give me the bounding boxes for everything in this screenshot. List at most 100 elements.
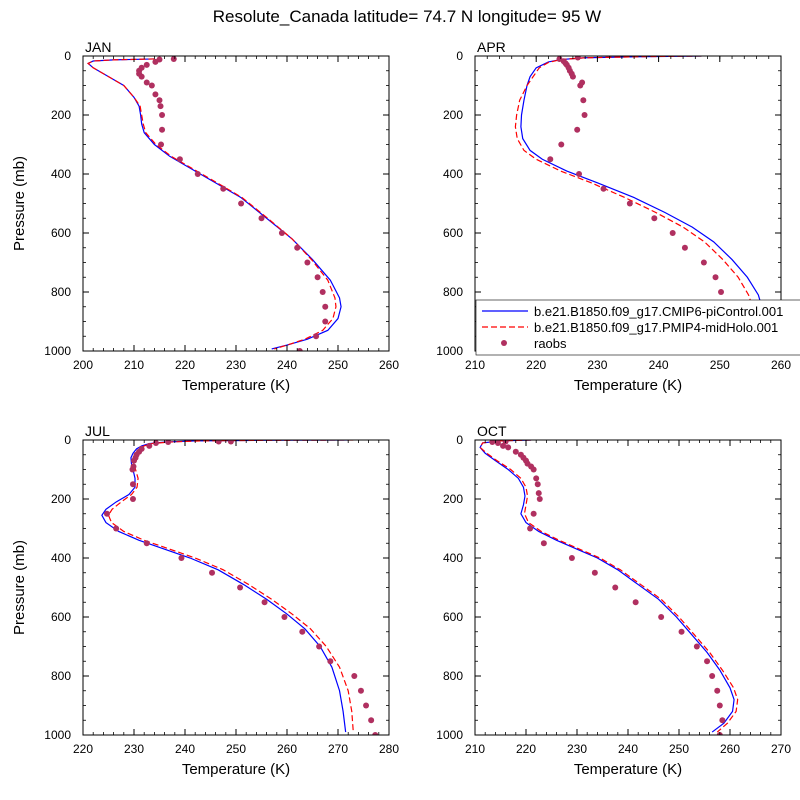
y-tick-label: 400 [51, 167, 71, 181]
raobs-point [327, 658, 334, 665]
raobs-point [709, 673, 716, 679]
y-tick-label: 600 [443, 226, 463, 240]
raobs-point [143, 540, 150, 547]
legend-label: b.e21.B1850.f09_g17.CMIP6-piControl.001 [534, 304, 783, 319]
y-tick-label: 200 [51, 108, 71, 122]
x-tick-label: 260 [771, 358, 791, 372]
y-tick-label: 1000 [436, 344, 463, 358]
raobs-point [237, 584, 244, 591]
legend: b.e21.B1850.f09_g17.CMIP6-piControl.001b… [475, 299, 800, 356]
raobs-point [103, 510, 110, 517]
x-tick-label: 280 [379, 742, 399, 756]
raobs-point [718, 289, 725, 295]
x-tick-label: 240 [618, 742, 638, 756]
raobs-point [227, 440, 234, 445]
raobs-point [159, 112, 166, 118]
y-tick-label: 1000 [44, 344, 71, 358]
raobs-point [170, 56, 177, 62]
x-tick-label: 250 [710, 358, 730, 372]
raobs-point [530, 510, 537, 517]
raobs-point [574, 56, 581, 61]
raobs-point [294, 244, 301, 251]
raobs-point [540, 540, 547, 547]
plot-area [101, 440, 379, 735]
y-tick-label: 1000 [436, 728, 463, 742]
raobs-point [129, 496, 136, 502]
legend-marker-raobs [501, 340, 507, 346]
raobs-point [299, 628, 306, 635]
y-tick-label: 600 [51, 610, 71, 624]
raobs-point [152, 58, 159, 65]
raobs-point [600, 185, 607, 192]
x-tick-label: 230 [567, 742, 587, 756]
raobs-point [716, 702, 723, 709]
x-axis-label: Temperature (K) [574, 761, 682, 778]
y-tick-label: 1000 [44, 728, 71, 742]
raobs-point [568, 555, 575, 561]
x-tick-label: 250 [226, 742, 246, 756]
raobs-point [704, 658, 711, 665]
x-tick-label: 250 [328, 358, 348, 372]
plot-area [479, 440, 739, 735]
y-tick-label: 800 [443, 285, 463, 299]
y-tick-label: 200 [51, 492, 71, 506]
panel-label: JUL [85, 423, 110, 439]
raobs-point [131, 457, 137, 464]
raobs-point [678, 628, 685, 635]
raobs-point [146, 442, 153, 449]
y-tick-label: 600 [51, 226, 71, 240]
series-line-cmip6-picontrol [479, 440, 735, 733]
raobs-point [632, 599, 639, 606]
raobs-point [165, 440, 172, 446]
raobs-point [626, 200, 633, 207]
x-axis-label: Temperature (K) [182, 761, 290, 778]
raobs-point [314, 274, 321, 281]
x-axis-label: Temperature (K) [574, 377, 682, 394]
plot-area [87, 56, 342, 351]
raobs-point [281, 614, 288, 620]
series-line-pmip4-midholo [87, 58, 337, 350]
raobs-point [322, 303, 329, 310]
raobs-point [489, 440, 496, 446]
x-tick-label: 200 [73, 358, 93, 372]
raobs-point [278, 230, 285, 236]
raobs-point [209, 569, 216, 576]
raobs-point [215, 440, 222, 445]
y-tick-label: 0 [456, 49, 463, 63]
x-tick-label: 210 [465, 742, 485, 756]
panel-jul: 220 230 240 250 260 270 280 0 200 400 600 800 1000 JU… [11, 423, 399, 778]
raobs-point [712, 274, 719, 281]
raobs-point [258, 215, 265, 222]
x-tick-label: 230 [226, 358, 246, 372]
raobs-point [372, 732, 379, 735]
x-tick-label: 240 [277, 358, 297, 372]
raobs-point [313, 333, 320, 340]
raobs-point [357, 687, 364, 694]
raobs-point [576, 171, 583, 177]
y-tick-label: 0 [64, 49, 71, 63]
figure-title: Resolute_Canada latitude= 74.7 N longitu… [213, 7, 601, 26]
raobs-point [500, 442, 507, 449]
raobs-point [612, 584, 619, 591]
y-tick-label: 400 [443, 167, 463, 181]
series-line-pmip4-midholo [479, 440, 739, 733]
raobs-point [669, 230, 676, 236]
series-line-pmip4-midholo [107, 440, 354, 733]
raobs-point [316, 643, 323, 650]
raobs-point [143, 61, 150, 68]
x-tick-label: 230 [124, 742, 144, 756]
raobs-point [238, 200, 245, 207]
raobs-point [536, 496, 543, 502]
legend-box [475, 299, 800, 356]
raobs-point [156, 97, 163, 104]
raobs-point [558, 141, 565, 148]
raobs-point [494, 440, 501, 446]
raobs-point [152, 440, 159, 446]
raobs-point [148, 82, 155, 89]
y-tick-label: 200 [443, 492, 463, 506]
raobs-point [591, 569, 598, 576]
legend-label: b.e21.B1850.f09_g17.PMIP4-midHolo.001 [534, 320, 778, 335]
raobs-point [296, 348, 303, 351]
raobs-point [158, 141, 165, 148]
